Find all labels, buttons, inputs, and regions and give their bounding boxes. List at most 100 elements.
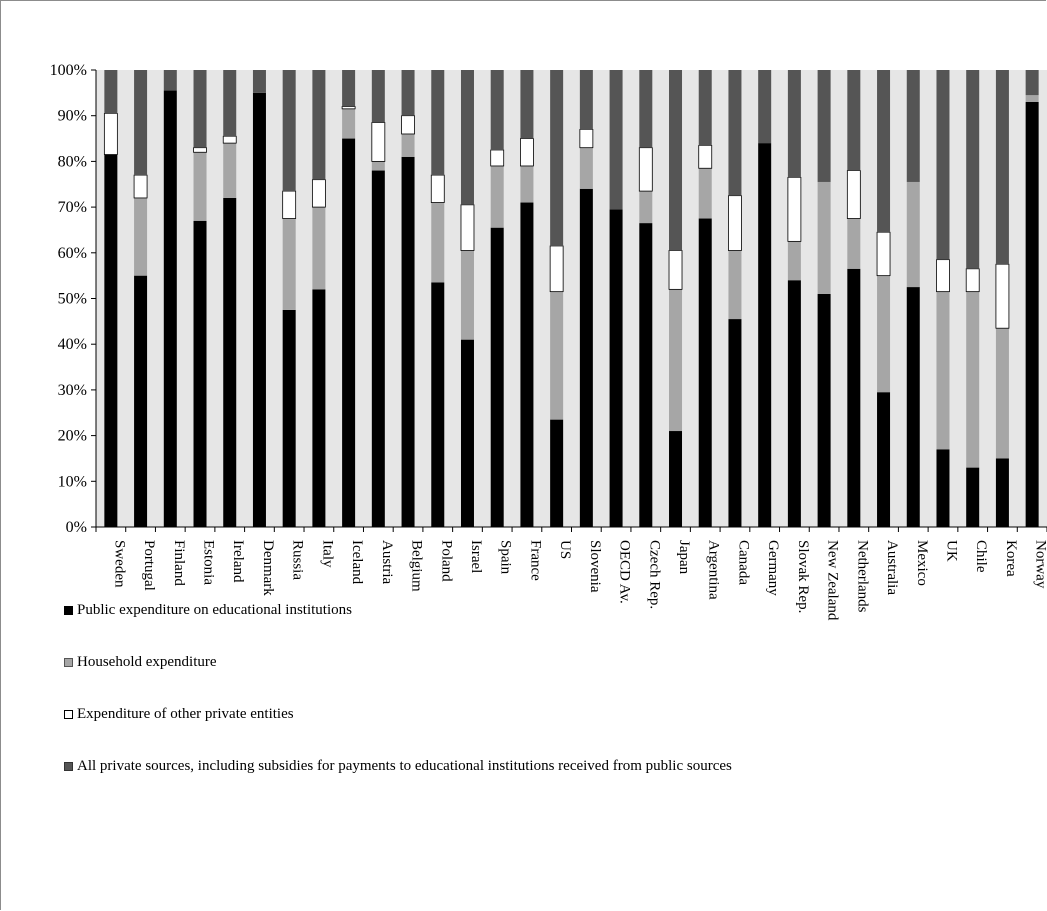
legend-swatch-other-private [64, 709, 73, 719]
bar-japan-public [669, 431, 683, 527]
bar-poland-all-private [431, 70, 445, 176]
bar-chile-other-private [965, 268, 980, 293]
bar-australia-other-private [876, 231, 891, 277]
bar-russia-household [282, 218, 296, 310]
bar-japan-all-private [669, 70, 683, 251]
x-tick-label: Ireland [230, 540, 246, 583]
x-tick-label: Estonia [201, 540, 217, 585]
bar-iceland-all-private [342, 70, 356, 107]
y-tick-label: 60% [58, 245, 87, 262]
x-tick-label: Iceland [349, 540, 365, 585]
bar-italy-other-private [311, 179, 326, 208]
bar-uk-public [936, 449, 950, 527]
legend-label-other-private: Expenditure of other private entities [77, 705, 294, 722]
y-tick-label: 80% [58, 153, 87, 170]
bar-korea-other-private [995, 263, 1010, 329]
bar-russia-other-private [282, 190, 297, 219]
legend-label-all-private: All private sources, including subsidies… [77, 757, 732, 774]
bar-ireland-public [223, 197, 237, 527]
bar-argentina-household [698, 168, 712, 219]
bar-new-zealand-household [817, 181, 831, 294]
legend-label-household: Household expenditure [77, 653, 217, 670]
bar-korea-public [995, 458, 1009, 527]
bar-mexico-household [906, 181, 920, 288]
bar-italy-all-private [312, 70, 326, 180]
y-tick-label: 70% [58, 199, 87, 216]
bar-sweden-all-private [104, 70, 118, 114]
x-tick-label: Germany [765, 540, 781, 596]
x-tick-label: Denmark [260, 540, 276, 596]
bar-israel-public [460, 339, 474, 527]
bar-russia-public [282, 309, 296, 527]
bar-slovenia-all-private [579, 70, 593, 130]
bar-portugal-all-private [134, 70, 148, 176]
legend-label-public: Public expenditure on educational instit… [77, 601, 352, 618]
bar-korea-household [995, 328, 1009, 459]
bar-canada-household [728, 250, 742, 320]
legend-item-household: Household expenditure [64, 652, 732, 672]
x-tick-label: Slovenia [587, 540, 603, 593]
bars-group [103, 70, 1039, 528]
bar-uk-household [936, 291, 950, 450]
bar-poland-public [431, 282, 445, 527]
bar-mexico-public [906, 287, 920, 527]
bar-belgium-all-private [401, 70, 415, 116]
y-tick-label: 30% [58, 382, 87, 399]
y-tick-label: 10% [58, 473, 87, 490]
bar-japan-household [669, 289, 683, 432]
bar-argentina-public [698, 218, 712, 527]
bar-austria-all-private [371, 70, 385, 123]
bar-canada-all-private [728, 70, 742, 196]
bar-finland-public [163, 90, 177, 527]
x-tick-label: US [557, 540, 573, 559]
bar-ireland-other-private [222, 135, 237, 144]
bar-slovak-rep-all-private [787, 70, 801, 178]
legend-item-public: Public expenditure on educational instit… [64, 600, 732, 620]
x-tick-label: Slovak Rep. [795, 540, 811, 613]
bar-slovak-rep-household [787, 241, 801, 281]
x-axis: Sweden Portugal Finland Estonia Ireland Denma… [95, 526, 1047, 621]
bar-belgium-household [401, 133, 415, 157]
y-tick-label: 100% [50, 62, 87, 79]
bar-belgium-other-private [401, 115, 415, 135]
y-tick-label: 50% [58, 291, 87, 308]
bar-estonia-public [193, 220, 207, 527]
bar-netherlands-household [847, 218, 861, 269]
plot-area [96, 70, 1047, 527]
bar-chile-public [966, 467, 980, 527]
bar-belgium-public [401, 156, 415, 527]
bar-us-public [550, 419, 564, 527]
legend: Public expenditure on educational instit… [64, 600, 732, 808]
bar-spain-household [490, 165, 504, 228]
bar-estonia-other-private [193, 147, 207, 153]
legend-swatch-public [64, 605, 73, 615]
bar-france-public [520, 202, 534, 527]
bar-austria-public [371, 170, 385, 528]
x-tick-label: New Zealand [825, 540, 841, 621]
bar-france-household [520, 165, 534, 203]
bar-poland-other-private [430, 174, 445, 203]
bar-spain-public [490, 227, 504, 528]
bar-sweden-other-private [103, 113, 118, 155]
bar-estonia-household [193, 152, 207, 221]
bar-italy-public [312, 289, 326, 527]
bar-us-household [550, 291, 564, 420]
x-tick-label: Italy [319, 540, 335, 568]
bar-slovak-rep-other-private [787, 176, 802, 242]
x-tick-label: Korea [1003, 540, 1019, 577]
bar-japan-other-private [668, 250, 683, 290]
bar-norway-all-private [1025, 70, 1039, 96]
x-tick-label: Chile [973, 540, 989, 573]
bar-chile-household [966, 291, 980, 468]
bar-new-zealand-public [817, 293, 831, 527]
bar-uk-other-private [936, 259, 950, 293]
bar-slovenia-other-private [579, 129, 594, 149]
bar-denmark-all-private [252, 70, 266, 93]
bar-uk-all-private [936, 70, 950, 260]
bar-austria-household [371, 161, 385, 171]
x-tick-label: France [527, 540, 543, 581]
y-tick-label: 40% [58, 336, 87, 353]
bar-czech-rep-public [639, 223, 653, 527]
